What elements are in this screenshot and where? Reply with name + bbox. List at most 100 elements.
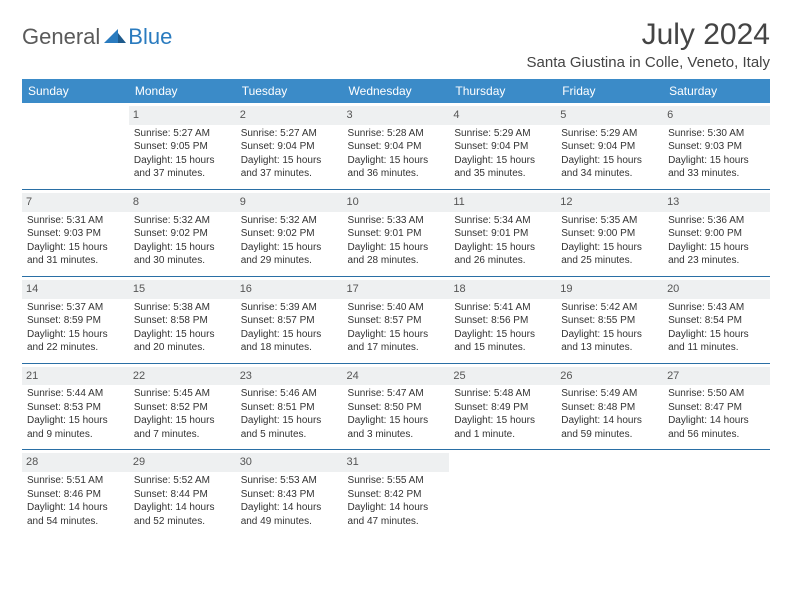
daylight-line: Daylight: 14 hours and 47 minutes. bbox=[348, 501, 445, 528]
sunrise-line: Sunrise: 5:41 AM bbox=[454, 301, 551, 315]
sunset-line: Sunset: 8:49 PM bbox=[454, 401, 551, 415]
daylight-line: Daylight: 15 hours and 34 minutes. bbox=[561, 154, 658, 181]
day-number: 4 bbox=[449, 106, 556, 125]
day-number: 29 bbox=[129, 453, 236, 472]
day-number: 13 bbox=[663, 193, 770, 212]
daylight-line: Daylight: 15 hours and 7 minutes. bbox=[134, 414, 231, 441]
sunrise-line: Sunrise: 5:30 AM bbox=[668, 127, 765, 141]
day-number: 27 bbox=[663, 367, 770, 386]
calendar-day-cell: 14Sunrise: 5:37 AMSunset: 8:59 PMDayligh… bbox=[22, 276, 129, 363]
day-number: 7 bbox=[22, 193, 129, 212]
day-number: 12 bbox=[556, 193, 663, 212]
day-header: Thursday bbox=[449, 79, 556, 103]
daylight-line: Daylight: 15 hours and 22 minutes. bbox=[27, 328, 124, 355]
location-subtitle: Santa Giustina in Colle, Veneto, Italy bbox=[527, 54, 770, 71]
sunset-line: Sunset: 8:44 PM bbox=[134, 488, 231, 502]
calendar-day-cell: 24Sunrise: 5:47 AMSunset: 8:50 PMDayligh… bbox=[343, 363, 450, 450]
sunset-line: Sunset: 8:54 PM bbox=[668, 314, 765, 328]
calendar-day-cell: 12Sunrise: 5:35 AMSunset: 9:00 PMDayligh… bbox=[556, 189, 663, 276]
sunrise-line: Sunrise: 5:39 AM bbox=[241, 301, 338, 315]
sunset-line: Sunset: 8:58 PM bbox=[134, 314, 231, 328]
calendar-header-row: SundayMondayTuesdayWednesdayThursdayFrid… bbox=[22, 79, 770, 103]
sunset-line: Sunset: 9:04 PM bbox=[348, 140, 445, 154]
sunset-line: Sunset: 9:00 PM bbox=[561, 227, 658, 241]
sunrise-line: Sunrise: 5:46 AM bbox=[241, 387, 338, 401]
sunrise-line: Sunrise: 5:34 AM bbox=[454, 214, 551, 228]
daylight-line: Daylight: 15 hours and 23 minutes. bbox=[668, 241, 765, 268]
daylight-line: Daylight: 15 hours and 9 minutes. bbox=[27, 414, 124, 441]
day-number: 26 bbox=[556, 367, 663, 386]
sunset-line: Sunset: 8:43 PM bbox=[241, 488, 338, 502]
sunset-line: Sunset: 8:52 PM bbox=[134, 401, 231, 415]
calendar-week-row: 7Sunrise: 5:31 AMSunset: 9:03 PMDaylight… bbox=[22, 189, 770, 276]
day-number: 17 bbox=[343, 280, 450, 299]
sunrise-line: Sunrise: 5:32 AM bbox=[241, 214, 338, 228]
sunrise-line: Sunrise: 5:42 AM bbox=[561, 301, 658, 315]
day-number: 14 bbox=[22, 280, 129, 299]
sunrise-line: Sunrise: 5:31 AM bbox=[27, 214, 124, 228]
sunrise-line: Sunrise: 5:33 AM bbox=[348, 214, 445, 228]
logo-text-general: General bbox=[22, 24, 100, 50]
sunrise-line: Sunrise: 5:53 AM bbox=[241, 474, 338, 488]
day-header: Monday bbox=[129, 79, 236, 103]
sunrise-line: Sunrise: 5:45 AM bbox=[134, 387, 231, 401]
daylight-line: Daylight: 15 hours and 36 minutes. bbox=[348, 154, 445, 181]
sunrise-line: Sunrise: 5:27 AM bbox=[241, 127, 338, 141]
calendar-day-cell: 6Sunrise: 5:30 AMSunset: 9:03 PMDaylight… bbox=[663, 103, 770, 189]
sunrise-line: Sunrise: 5:49 AM bbox=[561, 387, 658, 401]
calendar-day-cell: 3Sunrise: 5:28 AMSunset: 9:04 PMDaylight… bbox=[343, 103, 450, 189]
sunset-line: Sunset: 9:00 PM bbox=[668, 227, 765, 241]
sunset-line: Sunset: 8:47 PM bbox=[668, 401, 765, 415]
calendar-week-row: 28Sunrise: 5:51 AMSunset: 8:46 PMDayligh… bbox=[22, 450, 770, 536]
daylight-line: Daylight: 14 hours and 56 minutes. bbox=[668, 414, 765, 441]
sunset-line: Sunset: 8:51 PM bbox=[241, 401, 338, 415]
daylight-line: Daylight: 15 hours and 31 minutes. bbox=[27, 241, 124, 268]
calendar-day-cell: 8Sunrise: 5:32 AMSunset: 9:02 PMDaylight… bbox=[129, 189, 236, 276]
page-header: General Blue July 2024 Santa Giustina in… bbox=[22, 18, 770, 71]
calendar-week-row: 1Sunrise: 5:27 AMSunset: 9:05 PMDaylight… bbox=[22, 103, 770, 189]
sunrise-line: Sunrise: 5:52 AM bbox=[134, 474, 231, 488]
daylight-line: Daylight: 15 hours and 11 minutes. bbox=[668, 328, 765, 355]
logo-triangle-icon bbox=[104, 27, 126, 48]
sunrise-line: Sunrise: 5:29 AM bbox=[561, 127, 658, 141]
sunset-line: Sunset: 8:55 PM bbox=[561, 314, 658, 328]
calendar-day-cell: 7 Sunrise: 5:31 AMSunset: 9:03 PMDaylight… bbox=[22, 189, 129, 276]
sunrise-line: Sunrise: 5:48 AM bbox=[454, 387, 551, 401]
calendar-day-cell: 4Sunrise: 5:29 AMSunset: 9:04 PMDaylight… bbox=[449, 103, 556, 189]
daylight-line: Daylight: 15 hours and 15 minutes. bbox=[454, 328, 551, 355]
calendar-day-cell bbox=[449, 450, 556, 536]
calendar-day-cell: 19 Sunrise: 5:42 AMSunset: 8:55 PMDayligh… bbox=[556, 276, 663, 363]
sunset-line: Sunset: 9:04 PM bbox=[454, 140, 551, 154]
daylight-line: Daylight: 15 hours and 13 minutes. bbox=[561, 328, 658, 355]
daylight-line: Daylight: 15 hours and 30 minutes. bbox=[134, 241, 231, 268]
sunset-line: Sunset: 9:01 PM bbox=[454, 227, 551, 241]
calendar-day-cell: 11Sunrise: 5:34 AMSunset: 9:01 PMDayligh… bbox=[449, 189, 556, 276]
sunset-line: Sunset: 9:03 PM bbox=[27, 227, 124, 241]
day-number: 5 bbox=[556, 106, 663, 125]
calendar-day-cell: 31Sunrise: 5:55 AMSunset: 8:42 PMDayligh… bbox=[343, 450, 450, 536]
sunset-line: Sunset: 8:57 PM bbox=[348, 314, 445, 328]
calendar-day-cell: 28Sunrise: 5:51 AMSunset: 8:46 PMDayligh… bbox=[22, 450, 129, 536]
calendar-day-cell: 29Sunrise: 5:52 AMSunset: 8:44 PMDayligh… bbox=[129, 450, 236, 536]
calendar-week-row: 14Sunrise: 5:37 AMSunset: 8:59 PMDayligh… bbox=[22, 276, 770, 363]
day-number: 19 bbox=[556, 280, 663, 299]
calendar-day-cell: 27Sunrise: 5:50 AMSunset: 8:47 PMDayligh… bbox=[663, 363, 770, 450]
sunset-line: Sunset: 8:42 PM bbox=[348, 488, 445, 502]
logo: General Blue bbox=[22, 18, 172, 50]
calendar-day-cell: 9Sunrise: 5:32 AMSunset: 9:02 PMDaylight… bbox=[236, 189, 343, 276]
sunset-line: Sunset: 8:53 PM bbox=[27, 401, 124, 415]
day-number: 15 bbox=[129, 280, 236, 299]
daylight-line: Daylight: 15 hours and 3 minutes. bbox=[348, 414, 445, 441]
sunset-line: Sunset: 9:04 PM bbox=[561, 140, 658, 154]
daylight-line: Daylight: 15 hours and 1 minute. bbox=[454, 414, 551, 441]
calendar-day-cell: 23Sunrise: 5:46 AMSunset: 8:51 PMDayligh… bbox=[236, 363, 343, 450]
sunrise-line: Sunrise: 5:51 AM bbox=[27, 474, 124, 488]
day-number: 10 bbox=[343, 193, 450, 212]
day-number: 31 bbox=[343, 453, 450, 472]
calendar-day-cell: 15Sunrise: 5:38 AMSunset: 8:58 PMDayligh… bbox=[129, 276, 236, 363]
sunset-line: Sunset: 9:02 PM bbox=[241, 227, 338, 241]
daylight-line: Daylight: 15 hours and 17 minutes. bbox=[348, 328, 445, 355]
calendar-day-cell: 17Sunrise: 5:40 AMSunset: 8:57 PMDayligh… bbox=[343, 276, 450, 363]
sunset-line: Sunset: 8:48 PM bbox=[561, 401, 658, 415]
sunrise-line: Sunrise: 5:29 AM bbox=[454, 127, 551, 141]
